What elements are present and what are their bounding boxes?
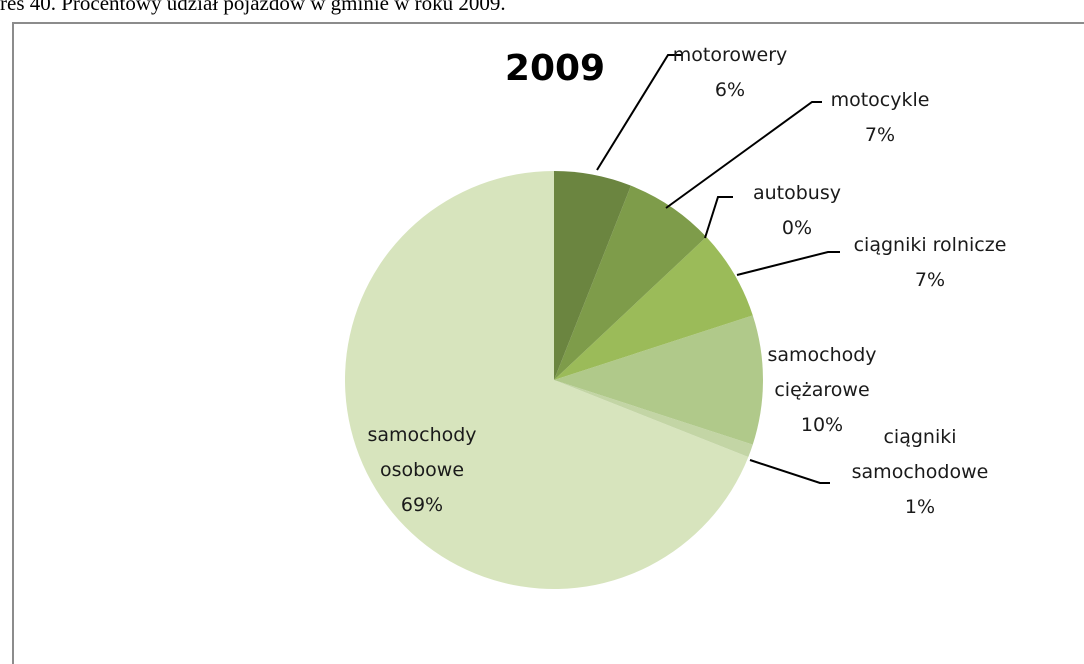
caption: res 40. Procentowy udział pojazdów w gmi… bbox=[0, 0, 506, 15]
value-label: 6% bbox=[714, 79, 746, 101]
category-label: samochody ciężarowe bbox=[767, 344, 877, 401]
category-label: samochody osobowe bbox=[367, 424, 477, 481]
leader-line bbox=[749, 459, 830, 484]
slice-label: autobusy 0% bbox=[737, 176, 857, 246]
leader-lines bbox=[596, 54, 840, 484]
slice-label: ciągniki samochodowe 1% bbox=[840, 420, 1000, 525]
pie-slice bbox=[554, 171, 631, 380]
leader-line bbox=[704, 196, 733, 239]
value-label: 7% bbox=[914, 269, 946, 291]
category-label: ciągniki samochodowe bbox=[851, 426, 989, 483]
slice-label: motocykle 7% bbox=[800, 83, 960, 153]
slice-label: motorowery 6% bbox=[650, 38, 810, 108]
slice-label: samochody osobowe 69% bbox=[362, 418, 482, 523]
value-label: 1% bbox=[904, 496, 936, 518]
pie-slice bbox=[554, 236, 753, 380]
chart bbox=[345, 54, 840, 589]
pie-slice bbox=[554, 185, 707, 380]
category-label: motocykle bbox=[830, 89, 930, 111]
value-label: 10% bbox=[800, 414, 844, 436]
category-label: autobusy bbox=[752, 182, 841, 204]
chart-frame bbox=[12, 22, 1084, 664]
chart-title: 2009 bbox=[504, 48, 606, 89]
leader-line bbox=[665, 101, 822, 209]
pie-slice bbox=[345, 171, 749, 589]
pie-slice bbox=[554, 380, 753, 457]
value-label: 69% bbox=[400, 494, 444, 516]
category-label: motorowery bbox=[672, 44, 788, 66]
value-label: 0% bbox=[781, 217, 813, 239]
value-label: 7% bbox=[864, 124, 896, 146]
slice-label: ciągniki rolnicze 7% bbox=[820, 228, 1040, 298]
leader-line bbox=[596, 54, 682, 171]
leader-line bbox=[736, 251, 840, 276]
category-label: ciągniki rolnicze bbox=[853, 234, 1007, 256]
pie-slice bbox=[554, 315, 763, 445]
slice-label: samochody ciężarowe 10% bbox=[762, 338, 882, 443]
